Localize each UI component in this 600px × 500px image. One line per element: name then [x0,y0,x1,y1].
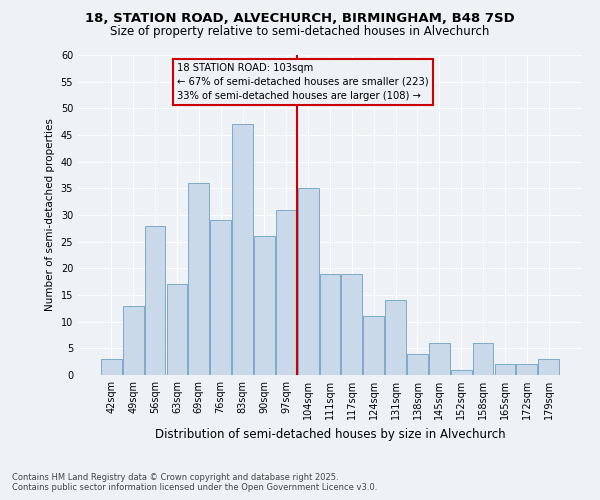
Bar [341,274,362,375]
Y-axis label: Number of semi-detached properties: Number of semi-detached properties [45,118,55,312]
Bar [494,364,515,375]
Text: Size of property relative to semi-detached houses in Alvechurch: Size of property relative to semi-detach… [110,25,490,38]
Bar [407,354,428,375]
X-axis label: Distribution of semi-detached houses by size in Alvechurch: Distribution of semi-detached houses by … [155,428,505,440]
Bar [276,210,296,375]
Bar [188,183,209,375]
Bar [210,220,231,375]
Text: 18 STATION ROAD: 103sqm
← 67% of semi-detached houses are smaller (223)
33% of s: 18 STATION ROAD: 103sqm ← 67% of semi-de… [177,63,428,101]
Bar [254,236,275,375]
Bar [364,316,384,375]
Bar [451,370,472,375]
Bar [517,364,537,375]
Bar [298,188,319,375]
Text: Contains HM Land Registry data © Crown copyright and database right 2025.
Contai: Contains HM Land Registry data © Crown c… [12,473,377,492]
Bar [123,306,143,375]
Bar [320,274,340,375]
Bar [429,343,450,375]
Bar [101,359,122,375]
Bar [385,300,406,375]
Text: 18, STATION ROAD, ALVECHURCH, BIRMINGHAM, B48 7SD: 18, STATION ROAD, ALVECHURCH, BIRMINGHAM… [85,12,515,26]
Bar [538,359,559,375]
Bar [145,226,166,375]
Bar [232,124,253,375]
Bar [167,284,187,375]
Bar [473,343,493,375]
